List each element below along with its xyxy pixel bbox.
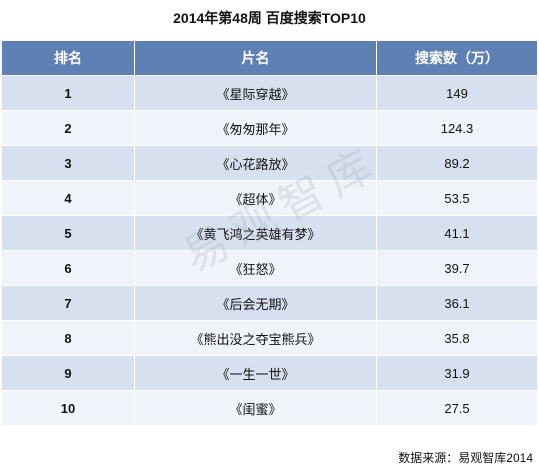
search-count-cell: 39.7 <box>376 250 538 286</box>
search-count-cell: 35.8 <box>376 320 538 356</box>
search-count-cell: 41.1 <box>376 215 538 251</box>
movie-name-cell: 《后会无期》 <box>134 285 377 321</box>
search-count-cell: 53.5 <box>376 180 538 216</box>
rank-cell: 2 <box>1 110 135 146</box>
rank-cell: 9 <box>1 355 135 391</box>
table-row: 4 《超体》 53.5 <box>1 180 538 216</box>
table-row: 3 《心花路放》 89.2 <box>1 145 538 181</box>
table-row: 7 《后会无期》 36.1 <box>1 285 538 321</box>
table-row: 9 《一生一世》 31.9 <box>1 355 538 391</box>
rank-cell: 8 <box>1 320 135 356</box>
column-header-value: 搜索数（万） <box>376 40 538 76</box>
search-count-cell: 27.5 <box>376 390 538 426</box>
search-count-cell: 124.3 <box>376 110 538 146</box>
table-row: 10 《闺蜜》 27.5 <box>1 390 538 426</box>
table-header-row: 排名 片名 搜索数（万） <box>1 40 538 76</box>
table-row: 5 《黄飞鸿之英雄有梦》 41.1 <box>1 215 538 251</box>
movie-name-cell: 《一生一世》 <box>134 355 377 391</box>
movie-name-cell: 《黄飞鸿之英雄有梦》 <box>134 215 377 251</box>
table-row: 1 《星际穿越》 149 <box>1 75 538 111</box>
rank-cell: 4 <box>1 180 135 216</box>
movie-name-cell: 《超体》 <box>134 180 377 216</box>
movie-name-cell: 《星际穿越》 <box>134 75 377 111</box>
source-note: 数据来源：易观智库2014 <box>398 451 533 465</box>
search-count-cell: 149 <box>376 75 538 111</box>
table-body: 1 《星际穿越》 149 2 《匆匆那年》 124.3 3 《心花路放》 89.2 4 《超体》 53… <box>1 75 538 426</box>
search-count-cell: 89.2 <box>376 145 538 181</box>
column-header-name: 片名 <box>134 40 377 76</box>
rank-cell: 10 <box>1 390 135 426</box>
rank-cell: 5 <box>1 215 135 251</box>
movie-name-cell: 《匆匆那年》 <box>134 110 377 146</box>
table-row: 6 《狂怒》 39.7 <box>1 250 538 286</box>
search-count-cell: 36.1 <box>376 285 538 321</box>
table-row: 8 《熊出没之夺宝熊兵》 35.8 <box>1 320 538 356</box>
ranking-table: 排名 片名 搜索数（万） 1 《星际穿越》 149 2 《匆匆那年》 124.3 3 《心花路… <box>1 40 538 426</box>
column-header-rank: 排名 <box>1 40 135 76</box>
movie-name-cell: 《闺蜜》 <box>134 390 377 426</box>
rank-cell: 6 <box>1 250 135 286</box>
movie-name-cell: 《狂怒》 <box>134 250 377 286</box>
rank-cell: 1 <box>1 75 135 111</box>
search-count-cell: 31.9 <box>376 355 538 391</box>
chart-title: 2014年第48周 百度搜索TOP10 <box>173 10 366 26</box>
movie-name-cell: 《熊出没之夺宝熊兵》 <box>134 320 377 356</box>
rank-cell: 3 <box>1 145 135 181</box>
table-row: 2 《匆匆那年》 124.3 <box>1 110 538 146</box>
rank-cell: 7 <box>1 285 135 321</box>
movie-name-cell: 《心花路放》 <box>134 145 377 181</box>
